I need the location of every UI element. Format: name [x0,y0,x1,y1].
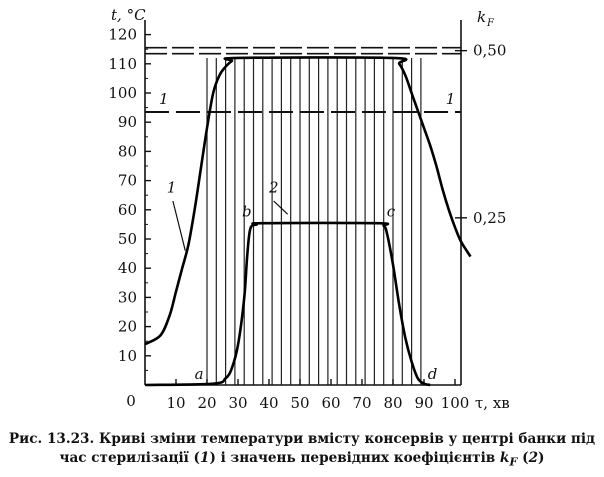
y-axis-left-title: t, °C [111,6,146,24]
caption-text: ( [517,450,529,466]
x-tick-label: 70 [352,394,371,412]
y-tick-label: 10 [118,347,137,365]
y-tick-label: 40 [118,259,137,277]
figure-caption: Рис. 13.23. Криві зміни температури вміс… [0,430,604,472]
y-tick-label: 110 [108,55,137,73]
y-tick-label: 20 [118,318,137,336]
y-axis-right-subscript: F [486,18,495,29]
y-right-tick-label: 0,50 [473,42,506,60]
x-tick-label: 60 [321,394,340,412]
series-1-label: 1 [167,178,177,196]
y-tick-label: 30 [118,288,137,306]
y-tick-label: 90 [118,113,137,131]
y-tick-label: 80 [118,142,137,160]
x-tick-label: 50 [290,394,309,412]
reference-lines [145,46,461,113]
point-label-c: c [387,202,396,220]
y-tick-label: 60 [118,201,137,219]
x-tick-label: 40 [259,394,278,412]
caption-k-subscript: F [509,454,518,469]
reference-line-label-left: 1 [159,90,169,108]
reference-line-label-right: 1 [446,90,456,108]
x-tick-label: 10 [166,394,185,412]
series-1-leader [172,200,186,251]
point-label-a: a [195,365,204,383]
series-2-label: 2 [268,178,279,196]
axes [144,20,467,386]
x-tick-label: 100 [441,394,470,412]
caption-line-2: час стерилізації (1) і значень перевідни… [0,449,604,472]
series-2-leader [273,200,289,215]
y-right-tick-label: 0,25 [473,209,506,227]
origin-label: 0 [126,392,136,410]
caption-line-1: Рис. 13.23. Криві зміни температури вміс… [8,431,596,447]
x-tick-label: 90 [414,394,433,412]
series [144,56,472,387]
caption-text: час стерилізації ( [59,450,200,466]
y-tick-label: 50 [118,230,137,248]
caption-series-1: 1 [200,450,210,466]
caption-text: ) і значень перевідних коефіцієнтів [209,450,500,466]
labels: 10 20 30 40 50 60 70 80 90 100 110 120 0,25 0,50 0 10 20… [108,6,509,412]
x-tick-label: 80 [383,394,402,412]
x-tick-label: 20 [197,394,216,412]
caption-series-2: 2 [528,450,539,466]
y-tick-label: 70 [118,172,137,190]
y-tick-label: 120 [108,26,137,44]
x-tick-label: 30 [228,394,247,412]
series-2-curve [144,221,431,387]
caption-k: k [499,450,510,466]
caption-text: ) [538,450,545,466]
x-axis-title: τ, хв [475,394,510,412]
series-1-curve [144,56,472,346]
point-label-b: b [242,202,252,220]
y-axis-right-title: k [477,8,486,26]
y-tick-label: 100 [108,84,137,102]
point-label-d: d [428,365,438,383]
